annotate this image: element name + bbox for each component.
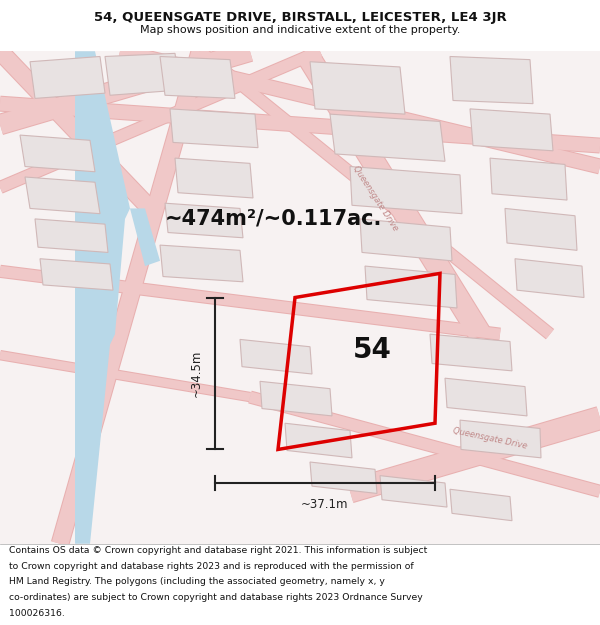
- Polygon shape: [75, 51, 130, 544]
- Polygon shape: [450, 489, 512, 521]
- Polygon shape: [490, 158, 567, 200]
- Polygon shape: [360, 219, 452, 261]
- Polygon shape: [285, 423, 352, 458]
- Text: ~474m²/~0.117ac.: ~474m²/~0.117ac.: [165, 209, 382, 229]
- Polygon shape: [130, 208, 160, 266]
- Polygon shape: [330, 114, 445, 161]
- Polygon shape: [380, 476, 447, 507]
- Polygon shape: [505, 208, 577, 251]
- Polygon shape: [350, 166, 462, 214]
- Polygon shape: [20, 135, 95, 172]
- Polygon shape: [430, 334, 512, 371]
- Text: 54, QUEENSGATE DRIVE, BIRSTALL, LEICESTER, LE4 3JR: 54, QUEENSGATE DRIVE, BIRSTALL, LEICESTE…: [94, 11, 506, 24]
- Polygon shape: [175, 158, 253, 198]
- Polygon shape: [460, 420, 541, 458]
- Polygon shape: [165, 203, 243, 238]
- Polygon shape: [365, 266, 457, 308]
- Polygon shape: [105, 53, 180, 95]
- Text: to Crown copyright and database rights 2023 and is reproduced with the permissio: to Crown copyright and database rights 2…: [9, 562, 413, 571]
- Text: ~34.5m: ~34.5m: [190, 350, 203, 397]
- Polygon shape: [310, 462, 377, 494]
- Text: Queensgate Drive: Queensgate Drive: [350, 164, 400, 232]
- Text: 54: 54: [353, 336, 391, 364]
- Polygon shape: [450, 56, 533, 104]
- Polygon shape: [25, 177, 100, 214]
- Polygon shape: [515, 259, 584, 298]
- Text: co-ordinates) are subject to Crown copyright and database rights 2023 Ordnance S: co-ordinates) are subject to Crown copyr…: [9, 593, 423, 602]
- Polygon shape: [170, 109, 258, 148]
- Polygon shape: [240, 339, 312, 374]
- Text: Queensgate Drive: Queensgate Drive: [452, 427, 528, 451]
- Polygon shape: [445, 378, 527, 416]
- Text: 100026316.: 100026316.: [9, 609, 65, 618]
- Text: HM Land Registry. The polygons (including the associated geometry, namely x, y: HM Land Registry. The polygons (includin…: [9, 578, 385, 586]
- Polygon shape: [310, 62, 405, 114]
- Polygon shape: [40, 259, 113, 290]
- Polygon shape: [35, 219, 108, 253]
- Text: ~37.1m: ~37.1m: [301, 498, 349, 511]
- Text: Contains OS data © Crown copyright and database right 2021. This information is : Contains OS data © Crown copyright and d…: [9, 546, 427, 555]
- Text: Map shows position and indicative extent of the property.: Map shows position and indicative extent…: [140, 25, 460, 35]
- Polygon shape: [260, 381, 332, 416]
- Polygon shape: [30, 56, 105, 98]
- Polygon shape: [160, 56, 235, 98]
- Polygon shape: [160, 245, 243, 282]
- Polygon shape: [470, 109, 553, 151]
